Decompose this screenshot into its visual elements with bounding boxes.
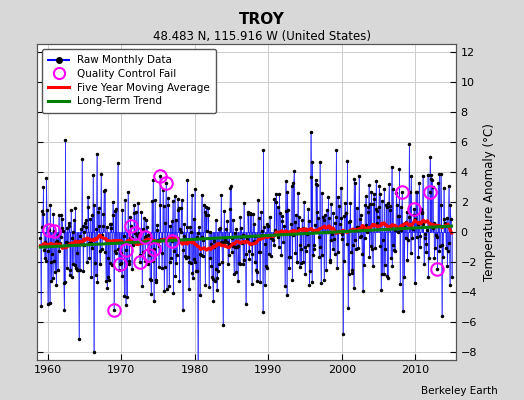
Legend: Raw Monthly Data, Quality Control Fail, Five Year Moving Average, Long-Term Tren: Raw Monthly Data, Quality Control Fail, … bbox=[42, 49, 216, 113]
Text: Berkeley Earth: Berkeley Earth bbox=[421, 386, 498, 396]
Text: 48.483 N, 115.916 W (United States): 48.483 N, 115.916 W (United States) bbox=[153, 30, 371, 43]
Y-axis label: Temperature Anomaly (°C): Temperature Anomaly (°C) bbox=[483, 123, 496, 281]
Text: TROY: TROY bbox=[239, 12, 285, 27]
